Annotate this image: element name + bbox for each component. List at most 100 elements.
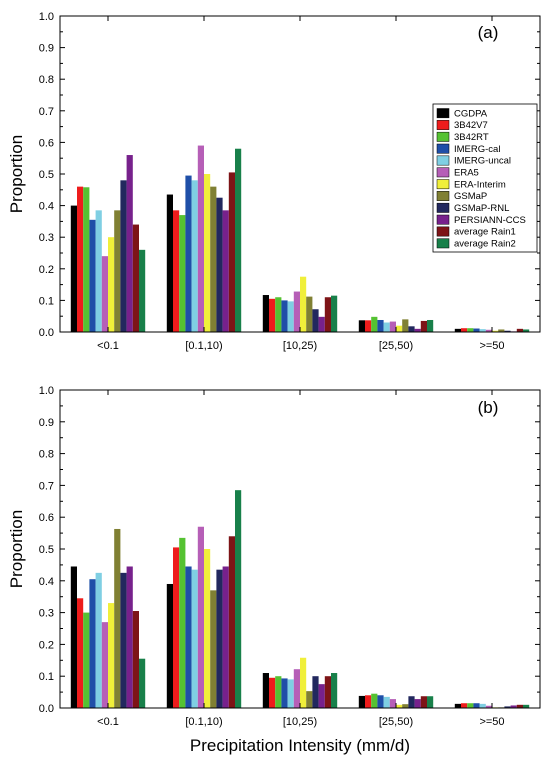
- x-tick-label: [10,25): [283, 716, 317, 728]
- bar-imerg-uncal: [287, 679, 294, 708]
- bar-imerg-cal: [473, 328, 480, 332]
- bar-persiann-ccs: [318, 684, 325, 708]
- y-axis-label: Proportion: [7, 510, 26, 588]
- bar-3b42rt: [179, 537, 186, 708]
- y-tick-label: 0.3: [39, 232, 54, 244]
- legend-label: PERSIANN-CCS: [454, 215, 526, 226]
- legend-swatch: [436, 167, 450, 178]
- bar-imerg-cal: [377, 319, 384, 332]
- bar-era-interim: [396, 325, 403, 332]
- legend-label: CGDPA: [454, 108, 488, 119]
- bar-era-interim: [204, 174, 211, 332]
- y-axis-label: Proportion: [7, 135, 26, 213]
- bar-cgdpa: [166, 194, 173, 332]
- legend-label: 3B42V7: [454, 120, 488, 131]
- bar-average-rain1: [420, 696, 427, 708]
- bar-gsmap-rnl: [504, 706, 511, 708]
- bar-3b42v7: [173, 547, 180, 708]
- bar-3b42rt: [275, 297, 282, 332]
- bar-gsmap: [306, 296, 313, 332]
- bar-average-rain2: [331, 295, 338, 332]
- bar-era-interim: [300, 657, 307, 708]
- chart-panel-a: Proportion 0.0 0.1 0.2 0.3 0.4 0.5 0.6 0.7 0.8 0.9…: [7, 11, 541, 352]
- legend-swatch: [436, 108, 450, 119]
- legend-label: average Rain1: [454, 227, 516, 238]
- y-tick-label: 0.5: [39, 544, 54, 556]
- bar-era5: [485, 705, 492, 708]
- bar-persiann-ccs: [126, 155, 133, 332]
- y-tick-label: 0.2: [39, 639, 54, 651]
- bar-imerg-cal: [89, 219, 96, 332]
- bar-cgdpa: [358, 320, 365, 332]
- legend-label: ERA-Interim: [454, 179, 506, 190]
- bar-average-rain2: [427, 696, 434, 708]
- bar-average-rain1: [516, 704, 523, 708]
- bar-imerg-cal: [281, 300, 288, 332]
- bar-gsmap: [402, 704, 409, 708]
- bar-era5: [485, 329, 492, 332]
- y-tick-label: 0.5: [39, 169, 54, 181]
- bar-average-rain1: [324, 676, 331, 708]
- bar-3b42rt: [83, 612, 90, 708]
- bar-average-rain2: [523, 704, 530, 708]
- y-tick-label: 0.8: [39, 74, 54, 86]
- bar-era5: [101, 622, 108, 708]
- x-tick-label: >=50: [479, 716, 504, 728]
- bar-average-rain2: [523, 329, 530, 332]
- legend-swatch: [436, 226, 450, 237]
- x-tick-label: [10,25): [283, 340, 317, 352]
- x-axis-label: Precipitation Intensity (mm/d): [190, 736, 410, 755]
- bar-cgdpa: [262, 673, 269, 708]
- bar-average-rain1: [132, 611, 139, 708]
- y-tick-label: 0.1: [39, 295, 54, 307]
- bar-average-rain1: [228, 536, 235, 708]
- y-tick-label: 0.1: [39, 671, 54, 683]
- bar-average-rain1: [228, 172, 235, 332]
- x-tick-label: >=50: [479, 340, 504, 352]
- bar-average-rain1: [324, 297, 331, 332]
- legend-label: IMERG-uncal: [454, 156, 511, 167]
- bar-3b42v7: [269, 298, 276, 332]
- legend-swatch: [436, 155, 450, 166]
- x-tick-label: [25,50): [379, 340, 413, 352]
- y-tick-label: 0.7: [39, 106, 54, 118]
- legend-label: 3B42RT: [454, 132, 489, 143]
- x-tick-label: [0.1,10): [185, 340, 222, 352]
- bar-era-interim: [300, 276, 307, 332]
- bar-era-interim: [492, 330, 499, 332]
- bar-gsmap-rnl: [120, 180, 127, 332]
- bar-persiann-ccs: [222, 210, 229, 332]
- bar-persiann-ccs: [414, 328, 421, 332]
- legend-swatch: [436, 143, 450, 154]
- chart-panel-b: Proportion 0.0 0.1 0.2 0.3 0.4 0.5 0.6 0.7 0.8 0.9…: [7, 385, 541, 755]
- bar-cgdpa: [262, 295, 269, 332]
- bar-imerg-cal: [89, 579, 96, 708]
- bar-era5: [389, 699, 396, 708]
- y-tick-label: 0.6: [39, 512, 54, 524]
- bar-3b42rt: [275, 676, 282, 708]
- bar-era5: [389, 321, 396, 332]
- bar-gsmap: [114, 528, 121, 708]
- legend-swatch: [436, 191, 450, 201]
- y-tick-label: 0.0: [39, 327, 54, 339]
- legend-swatch: [436, 131, 450, 142]
- y-tick-label: 0.0: [39, 703, 54, 715]
- bar-persiann-ccs: [126, 566, 133, 708]
- y-tick-label: 0.9: [39, 417, 54, 429]
- bar-gsmap: [114, 210, 121, 332]
- bar-gsmap-rnl: [504, 330, 511, 332]
- bar-3b42rt: [83, 187, 90, 332]
- legend-box: [432, 103, 538, 253]
- bar-era5: [197, 526, 204, 708]
- bar-imerg-uncal: [287, 301, 294, 332]
- bar-imerg-cal: [185, 566, 192, 708]
- y-tick-label: 0.9: [39, 43, 54, 55]
- bar-3b42v7: [461, 703, 468, 708]
- y-tick-label: 0.7: [39, 480, 54, 492]
- bar-cgdpa: [166, 583, 173, 708]
- bar-gsmap: [306, 691, 313, 708]
- bar-3b42rt: [179, 215, 186, 332]
- y-tick-label: 0.3: [39, 608, 54, 620]
- bar-era5: [293, 291, 300, 332]
